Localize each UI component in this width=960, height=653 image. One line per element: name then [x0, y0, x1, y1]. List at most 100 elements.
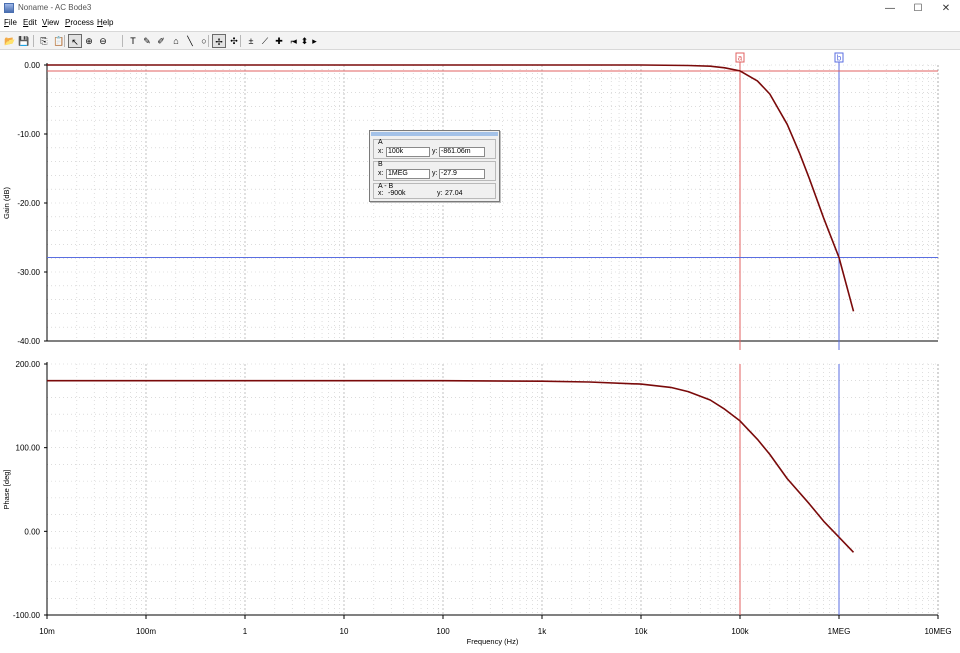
menu-edit-mnemonic: E — [23, 18, 29, 27]
x-tick-label: 100 — [436, 627, 450, 636]
y-tick-label: 0.00 — [24, 61, 40, 70]
panel-0-trace-line — [47, 64, 855, 312]
cursor-a-flag-label: a — [738, 54, 743, 63]
axes-layer — [44, 63, 939, 619]
menu-process[interactable]: Process — [65, 18, 94, 27]
toolbar-separator — [122, 35, 123, 47]
menu-file-label: ile — [8, 18, 17, 27]
cursor-b-flag-box[interactable] — [834, 52, 844, 63]
x-tick-label: 100k — [731, 627, 749, 636]
save-icon[interactable]: 💾 — [18, 36, 30, 46]
panel-1-grid — [46, 363, 938, 616]
y-tick-label: -20.00 — [17, 199, 40, 208]
cursor-a-x-prefix: x: — [378, 148, 384, 155]
cursor-a-flag-box[interactable] — [735, 52, 745, 63]
label-layer: 0.00 -10.00 -20.00 -30.00 -40.00 Gain (dB) 200… — [2, 61, 952, 646]
menu-view[interactable]: View — [42, 18, 59, 27]
menu-edit-label: dit — [28, 18, 37, 27]
panel-1-trace-line — [47, 379, 855, 553]
cursor-readout-panel[interactable]: A x: 100k y: -861.06m B x: 1MEG y: -27.9… — [369, 130, 500, 202]
slope-icon[interactable]: ⟋ — [261, 36, 269, 46]
toolbar-separator — [33, 35, 34, 47]
panel-0-y-axis-label: Gain (dB) — [2, 186, 11, 219]
circle-icon[interactable]: ○ — [201, 36, 207, 46]
cursor-b-icon[interactable]: ✣ — [230, 36, 238, 46]
line-icon[interactable]: ╲ — [187, 36, 193, 46]
draw-curve-icon[interactable]: ✐ — [157, 36, 165, 46]
cursor-b-flag[interactable]: b — [834, 52, 844, 63]
cursor-a-flag[interactable]: a — [735, 52, 745, 63]
cursor-b-group: B x: 1MEG y: -27.9 — [373, 161, 496, 181]
menu-file[interactable]: File — [4, 18, 17, 27]
open-icon[interactable]: 📂 — [4, 36, 16, 46]
cursor-b-flag-label: b — [837, 54, 842, 63]
arrow-left-icon[interactable]: ◂ — [292, 36, 297, 46]
cursor-b-y-field[interactable]: -27.9 — [439, 169, 485, 179]
y-tick-label: 200.00 — [16, 360, 41, 369]
cursor-a-icon[interactable]: ✢ — [212, 34, 226, 48]
app-icon — [4, 3, 14, 13]
y-tick-label: 100.00 — [16, 444, 41, 453]
arrow-right-icon[interactable]: ▸ — [312, 36, 317, 46]
cursor-a-x-field[interactable]: 100k — [386, 147, 430, 157]
cursor-a-label: A — [378, 139, 383, 146]
blank-icon[interactable] — [112, 34, 126, 48]
toolbar: 📂 💾 ⎘ 📋 ↖ ⊕ ⊖ T ✎ ✐ ⌂ ╲ ○ ✢ ✣ ± ⟋ ✚ ⌐ ◂ ⬍ ▸ — [0, 31, 960, 50]
pointer-icon[interactable]: ↖ — [68, 34, 82, 48]
cursor-b-x-prefix: x: — [378, 170, 384, 177]
cursor-a-y-prefix: y: — [432, 148, 438, 155]
menu-process-mnemonic: P — [65, 18, 71, 27]
panel-1-y-axis-label: Phase [deg] — [2, 469, 11, 509]
y-tick-label: 0.00 — [24, 527, 40, 536]
minimize-button[interactable]: — — [885, 3, 895, 14]
arrow-updown-icon[interactable]: ⬍ — [300, 36, 309, 46]
cursor-b-label: B — [378, 161, 383, 168]
x-tick-label: 10 — [340, 627, 349, 636]
x-tick-label: 10MEG — [924, 627, 951, 636]
y-tick-label: -30.00 — [17, 268, 40, 277]
y-tick-label: -100.00 — [13, 611, 41, 620]
toolbar-separator — [64, 35, 65, 47]
menu-help-mnemonic: H — [97, 18, 103, 27]
zoom-out-icon[interactable]: ⊖ — [99, 36, 107, 46]
copy-icon[interactable]: ⎘ — [40, 36, 48, 46]
x-tick-label: 1 — [243, 627, 248, 636]
y-tick-label: -40.00 — [17, 337, 40, 346]
menu-edit[interactable]: Edit — [23, 18, 37, 27]
x-tick-label: 10m — [39, 627, 55, 636]
menu-view-label: iew — [47, 18, 60, 27]
zoom-in-icon[interactable]: ⊕ — [85, 36, 93, 46]
toolbar-separator — [208, 35, 209, 47]
marker-icon[interactable]: ± — [248, 36, 254, 46]
window-title: Noname - AC Bode3 — [18, 3, 92, 12]
cursor-diff-x-prefix: x: — [378, 190, 384, 197]
trace-layer — [47, 64, 855, 553]
house-icon[interactable]: ⌂ — [173, 36, 179, 46]
x-tick-label: 1k — [538, 627, 547, 636]
panel-caption-bar[interactable] — [371, 132, 498, 136]
menu-help-label: elp — [102, 18, 114, 27]
cursor-b-y-prefix: y: — [432, 170, 438, 177]
paste-icon[interactable]: 📋 — [53, 36, 65, 46]
x-tick-label: 1MEG — [828, 627, 851, 636]
menu-view-mnemonic: V — [42, 18, 48, 27]
cursor-b-x-field[interactable]: 1MEG — [386, 169, 430, 179]
title-bar: Noname - AC Bode3 — ☐ ✕ — [0, 0, 960, 17]
x-tick-label: 10k — [635, 627, 649, 636]
maximize-button[interactable]: ☐ — [913, 3, 923, 14]
cursor-a-y-field[interactable]: -861.06m — [439, 147, 485, 157]
probe-icon[interactable]: ✚ — [275, 36, 283, 46]
cursor-diff-y-prefix: y: — [437, 190, 443, 197]
draw-line-icon[interactable]: ✎ — [143, 36, 151, 46]
menu-file-mnemonic: F — [4, 18, 9, 27]
cursor-diff-label: A - B — [378, 183, 394, 190]
cursor-diff-y-value: 27.04 — [445, 190, 463, 197]
corner-icon[interactable]: ⌐ — [290, 36, 296, 46]
menu-help[interactable]: Help — [97, 18, 113, 27]
close-button[interactable]: ✕ — [941, 3, 951, 14]
cursor-diff-group: A - B x: -900k y: 27.04 — [373, 183, 496, 199]
text-icon[interactable]: T — [130, 36, 136, 46]
y-tick-label: -10.00 — [17, 130, 40, 139]
